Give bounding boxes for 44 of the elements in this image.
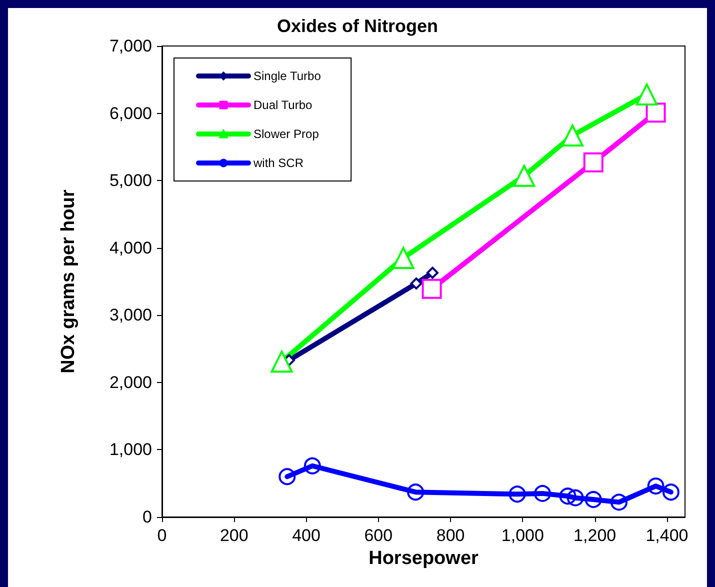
point — [559, 488, 576, 505]
point — [278, 468, 296, 486]
x-tick-label: 1,400 — [646, 526, 688, 545]
point — [508, 486, 526, 503]
legend-label: Dual Turbo — [254, 98, 313, 112]
x-tick-label: 200 — [220, 526, 248, 545]
chart-title: Oxides of Nitrogen — [276, 16, 438, 36]
x-tick-label: 800 — [436, 526, 465, 545]
x-tick-label: 1,200 — [574, 526, 616, 545]
x-tick-label: 600 — [364, 526, 393, 545]
point — [513, 164, 536, 187]
point — [566, 489, 584, 506]
x-tick-label: 1,000 — [501, 526, 544, 545]
y-tick-label: 1,000 — [109, 440, 152, 460]
x-tick-label: 400 — [292, 526, 320, 545]
point — [422, 278, 442, 299]
point — [662, 484, 680, 501]
legend-label: Slower Prop — [254, 127, 320, 141]
legend-label: with SCR — [252, 156, 304, 170]
point — [534, 484, 552, 502]
point — [392, 246, 414, 269]
point — [646, 102, 666, 123]
point — [584, 491, 602, 508]
y-tick-label: 5,000 — [109, 171, 152, 190]
point — [407, 484, 424, 501]
point — [636, 83, 658, 106]
point — [610, 494, 628, 511]
point — [426, 266, 439, 279]
y-tick-label: 4,000 — [109, 238, 152, 258]
y-tick-label: 6,000 — [109, 104, 152, 123]
y-axis-title: NOx grams per hour — [58, 189, 79, 374]
point — [304, 457, 321, 474]
point — [561, 124, 584, 146]
point — [270, 350, 293, 373]
y-tick-label: 3,000 — [109, 306, 152, 325]
y-tick-label: 0 — [142, 508, 152, 526]
y-tick-label: 7,000 — [109, 36, 152, 56]
point — [583, 152, 604, 172]
legend-label: Single Turbo — [254, 69, 322, 83]
point — [410, 278, 422, 290]
point — [647, 478, 664, 495]
y-tick-label: 2,000 — [109, 372, 152, 392]
x-tick-label: 0 — [157, 526, 167, 545]
x-axis-title: Horsepower — [368, 548, 480, 569]
